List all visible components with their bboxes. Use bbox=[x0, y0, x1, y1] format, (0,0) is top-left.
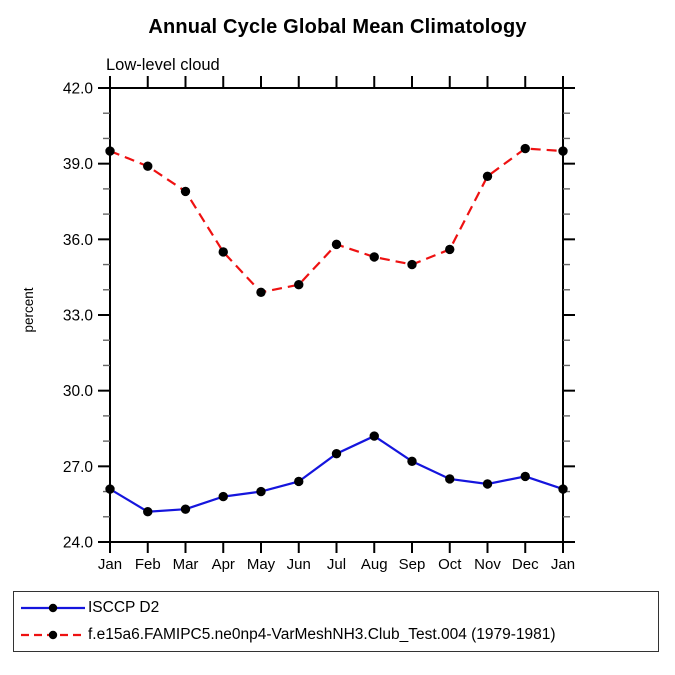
data-point-marker bbox=[143, 507, 153, 517]
x-axis-tick-label: Jan bbox=[98, 556, 122, 573]
x-axis-tick-label: Apr bbox=[212, 556, 235, 573]
y-axis-tick-label: 42.0 bbox=[63, 81, 94, 98]
data-point-marker bbox=[407, 259, 417, 270]
axis-frame bbox=[109, 87, 564, 543]
data-point-marker bbox=[558, 146, 568, 156]
x-axis-tick-label: Sep bbox=[399, 556, 426, 573]
x-axis-tick-label: Aug bbox=[361, 556, 388, 573]
data-point-marker bbox=[445, 474, 455, 484]
x-axis-tick-label: Jan bbox=[551, 556, 575, 573]
legend-item-isccp: ISCCP D2 bbox=[20, 595, 658, 622]
data-point-marker bbox=[105, 484, 115, 494]
data-point-marker bbox=[143, 161, 153, 171]
data-point-marker bbox=[482, 479, 493, 489]
legend-swatch-isccp bbox=[21, 603, 85, 613]
y-axis-tick-label: 30.0 bbox=[63, 383, 94, 400]
legend-marker bbox=[48, 630, 58, 640]
data-point-marker bbox=[218, 247, 228, 257]
data-point-marker bbox=[445, 244, 455, 255]
x-axis-tick-label: Dec bbox=[512, 556, 539, 573]
y-axis-tick-label: 39.0 bbox=[63, 156, 94, 173]
data-point-marker bbox=[256, 486, 266, 497]
y-axis-tick-label: 33.0 bbox=[63, 308, 94, 325]
data-point-marker bbox=[520, 471, 530, 482]
series-line-1 bbox=[109, 147, 564, 294]
legend-item-model: f.e15a6.FAMIPC5.ne0np4-VarMeshNH3.Club_T… bbox=[20, 622, 658, 649]
data-point-marker bbox=[331, 239, 342, 250]
legend-label-model: f.e15a6.FAMIPC5.ne0np4-VarMeshNH3.Club_T… bbox=[88, 626, 556, 643]
data-point-marker bbox=[520, 143, 530, 154]
x-axis-tick-label: Jul bbox=[327, 556, 346, 573]
data-point-marker bbox=[180, 504, 191, 514]
chart-title: Annual Cycle Global Mean Climatology bbox=[148, 16, 527, 38]
chart-subtitle: Low-level cloud bbox=[106, 56, 220, 74]
y-axis-title: percent bbox=[21, 287, 36, 332]
legend: ISCCP D2 f.e15a6.FAMIPC5.ne0np4-VarMeshN… bbox=[13, 591, 659, 652]
x-axis-tick-label: May bbox=[247, 556, 276, 573]
x-axis-tick-label: Oct bbox=[438, 556, 462, 573]
data-point-marker bbox=[369, 252, 379, 262]
x-axis-tick-label: Mar bbox=[173, 556, 199, 573]
data-point-marker bbox=[407, 456, 417, 466]
data-point-marker bbox=[558, 484, 568, 494]
data-point-marker bbox=[331, 449, 342, 459]
legend-label-isccp: ISCCP D2 bbox=[88, 599, 160, 616]
data-point-marker bbox=[180, 186, 191, 197]
data-point-marker bbox=[256, 287, 266, 297]
legend-swatch-model bbox=[21, 630, 85, 640]
data-point-marker bbox=[294, 476, 304, 487]
data-point-marker bbox=[369, 431, 379, 441]
series-line-0 bbox=[109, 434, 564, 513]
y-axis-tick-label: 24.0 bbox=[63, 535, 94, 552]
x-axis-tick-label: Feb bbox=[135, 556, 161, 573]
data-point-marker bbox=[482, 171, 493, 181]
y-axis-tick-label: 36.0 bbox=[63, 232, 94, 249]
data-point-marker bbox=[218, 491, 228, 502]
x-axis-tick-label: Nov bbox=[474, 556, 501, 573]
x-axis-tick-label: Jun bbox=[287, 556, 311, 573]
y-axis-tick-label: 27.0 bbox=[63, 459, 94, 476]
legend-marker bbox=[48, 603, 58, 613]
data-point-marker bbox=[294, 280, 304, 290]
data-point-marker bbox=[105, 146, 115, 156]
